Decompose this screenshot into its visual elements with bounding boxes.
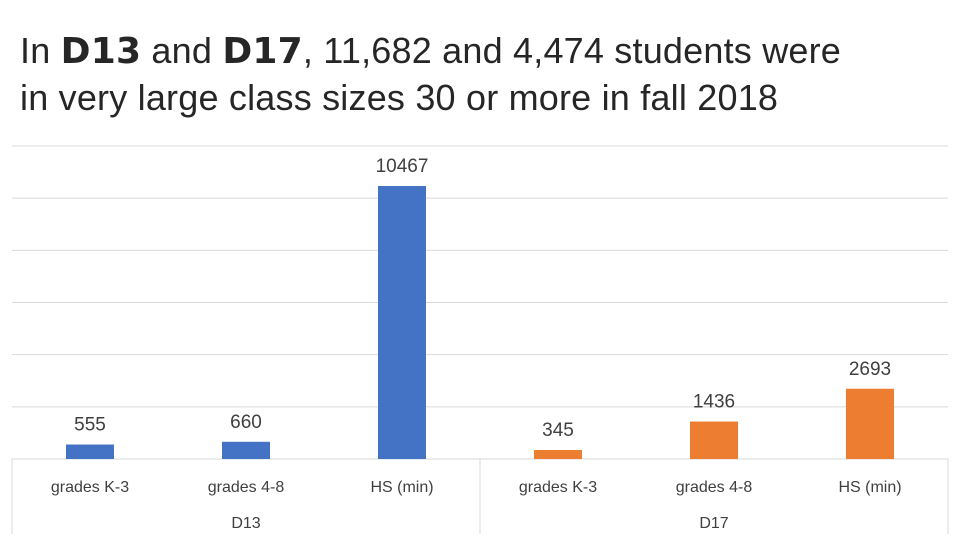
slide-title: In D13 and D17, 11,682 and 4,474 student…	[20, 28, 940, 121]
bars	[66, 185, 894, 459]
data-label: 10467	[376, 156, 429, 177]
title-highlight-d17: D17	[222, 31, 303, 72]
title-text-2: and	[141, 30, 223, 71]
category-label: grades 4-8	[208, 479, 285, 496]
group-label: D13	[231, 515, 260, 532]
bar-d13-1	[66, 444, 114, 459]
category-label: grades K-3	[519, 479, 597, 496]
title-text-1: In	[20, 30, 61, 71]
data-label: 660	[230, 412, 262, 433]
data-labels: 555 660 10467 345 1436 2693	[74, 156, 891, 441]
category-label: HS (min)	[370, 479, 433, 496]
category-axis-grid	[11, 458, 949, 534]
bar-d13-3	[378, 185, 426, 459]
category-label: grades K-3	[51, 479, 129, 496]
data-label: 2693	[849, 359, 891, 380]
group-labels: D13 D17	[231, 515, 728, 532]
title-highlight-d13: D13	[60, 31, 142, 72]
data-label: 1436	[693, 392, 735, 413]
data-label: 555	[74, 415, 106, 436]
bar-d17-1	[534, 450, 582, 459]
bar-d13-2	[222, 441, 270, 459]
bar-d17-3	[846, 388, 894, 459]
group-label: D17	[699, 515, 728, 532]
gridlines	[12, 145, 948, 408]
data-label: 345	[542, 420, 574, 441]
title-text-4: in very large class sizes 30 or more in …	[20, 77, 779, 118]
category-label: HS (min)	[838, 479, 901, 496]
category-labels: grades K-3 grades 4-8 HS (min) grades K-3 gr…	[51, 479, 902, 496]
title-text-3: , 11,682 and 4,474 students were	[302, 30, 842, 71]
bar-d17-2	[690, 421, 738, 459]
category-label: grades 4-8	[676, 479, 753, 496]
